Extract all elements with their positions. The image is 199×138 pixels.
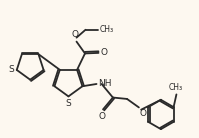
Text: S: S [9, 65, 15, 75]
Text: CH₃: CH₃ [169, 83, 183, 92]
Text: O: O [72, 30, 79, 39]
Text: S: S [66, 99, 71, 108]
Text: NH: NH [98, 79, 112, 88]
Text: CH₃: CH₃ [100, 25, 114, 34]
Text: O: O [98, 112, 105, 121]
Text: O: O [140, 109, 147, 118]
Text: O: O [101, 48, 108, 57]
